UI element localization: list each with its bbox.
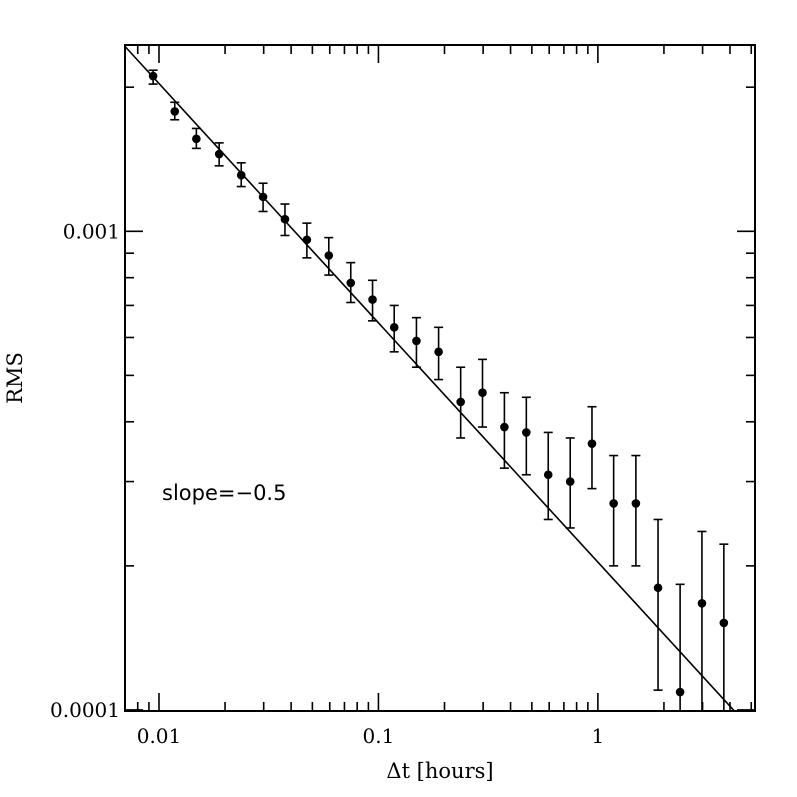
data-point (456, 397, 465, 407)
data-point (368, 295, 377, 304)
data-point (719, 618, 729, 628)
data-point (412, 336, 421, 346)
data-point (389, 323, 399, 332)
data-point (631, 499, 641, 508)
y-tick-labels: 0.0001 0.001 (50, 219, 120, 722)
y-tick-label: 0.001 (63, 219, 120, 243)
data-point (565, 477, 575, 486)
y-tick-label: 0.0001 (50, 698, 120, 722)
data-point (697, 599, 707, 608)
data-point (302, 235, 312, 245)
data-point (522, 428, 531, 437)
x-tick-label: 0.1 (363, 724, 395, 748)
x-tick-label: 0.01 (137, 724, 182, 748)
plot-frame (124, 44, 756, 712)
data-point (170, 107, 180, 116)
x-tick-labels: 0.01 0.1 1 (137, 724, 605, 748)
data-point (258, 192, 268, 202)
data-point (500, 422, 509, 432)
data-point (346, 278, 356, 288)
data-points (148, 71, 729, 697)
data-point (609, 499, 618, 508)
axis-ticks (124, 45, 755, 711)
x-axis-label: Δt [hours] (386, 759, 493, 783)
data-point (236, 170, 246, 180)
y-axis-label: RMS (3, 352, 27, 404)
data-point (653, 583, 663, 593)
data-point (543, 470, 553, 480)
data-point (214, 149, 224, 159)
fit-line (125, 45, 736, 711)
data-point (148, 71, 158, 81)
data-point (675, 687, 685, 697)
data-point (280, 214, 290, 224)
data-point (324, 251, 334, 260)
data-point (434, 347, 443, 357)
fit-line-layer (125, 45, 736, 711)
x-tick-label: 1 (592, 724, 605, 748)
slope-annotation: slope=−0.5 (162, 481, 286, 505)
data-point (587, 439, 597, 448)
data-point (478, 388, 487, 398)
data-point (192, 134, 201, 144)
